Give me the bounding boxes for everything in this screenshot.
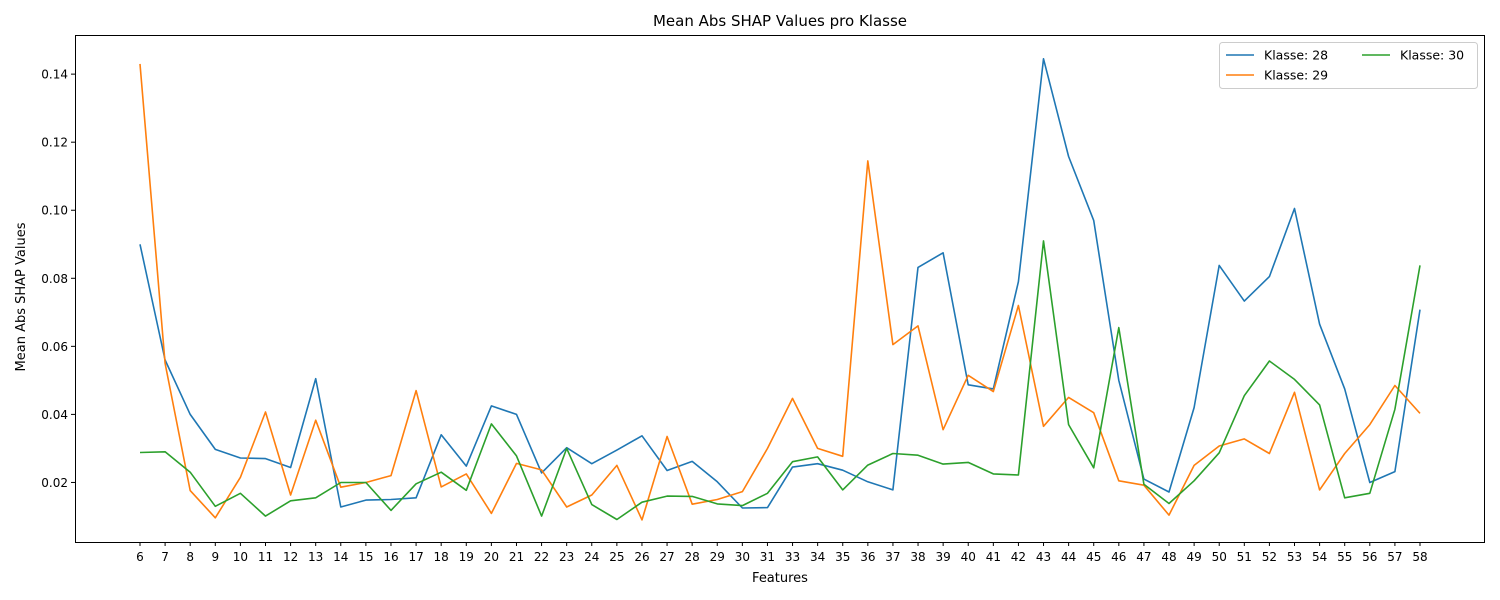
x-tick-label: 19 — [459, 550, 474, 564]
x-tick-label: 34 — [810, 550, 825, 564]
x-tick-label: 8 — [186, 550, 194, 564]
x-tick-label: 23 — [559, 550, 574, 564]
y-axis-label: Mean Abs SHAP Values — [14, 222, 29, 371]
x-tick-label: 15 — [358, 550, 373, 564]
x-tick-label: 33 — [785, 550, 800, 564]
x-tick-label: 37 — [885, 550, 900, 564]
x-tick-label: 50 — [1212, 550, 1227, 564]
x-tick-label: 22 — [534, 550, 549, 564]
x-tick-label: 52 — [1262, 550, 1277, 564]
x-tick-label: 36 — [860, 550, 875, 564]
legend-box — [1219, 42, 1478, 89]
x-tick-label: 16 — [383, 550, 398, 564]
x-tick-label: 40 — [961, 550, 976, 564]
x-tick-label: 14 — [333, 550, 348, 564]
x-tick-label: 53 — [1287, 550, 1302, 564]
x-tick-label: 44 — [1061, 550, 1076, 564]
x-tick-label: 35 — [835, 550, 850, 564]
x-tick-label: 54 — [1312, 550, 1327, 564]
x-tick-label: 30 — [735, 550, 750, 564]
x-tick-label: 45 — [1086, 550, 1101, 564]
y-tick-label: 0.02 — [41, 476, 68, 490]
y-axis-ticks: 0.02 0.04 0.06 0.08 0.10 0.12 0.14 — [41, 68, 75, 490]
y-tick-label: 0.06 — [41, 340, 68, 354]
x-tick-label: 27 — [659, 550, 674, 564]
x-tick-label: 17 — [408, 550, 423, 564]
x-tick-label: 38 — [910, 550, 925, 564]
series-line-3 — [139, 240, 1421, 521]
x-tick-label: 26 — [634, 550, 649, 564]
x-tick-label: 41 — [986, 550, 1001, 564]
x-tick-label: 7 — [161, 550, 169, 564]
x-tick-label: 6 — [136, 550, 144, 564]
series-line-1 — [139, 57, 1421, 509]
x-tick-label: 20 — [484, 550, 499, 564]
legend-label-1: Klasse: 28 — [1264, 48, 1328, 63]
x-tick-label: 21 — [509, 550, 524, 564]
legend: Klasse: 28 Klasse: 29 Klasse: 30 — [1219, 42, 1478, 89]
x-tick-label: 49 — [1186, 550, 1201, 564]
x-tick-label: 12 — [283, 550, 298, 564]
x-axis-label: Features — [752, 571, 808, 586]
y-tick-label: 0.12 — [41, 136, 68, 150]
x-tick-label: 39 — [935, 550, 950, 564]
x-tick-label: 48 — [1161, 550, 1176, 564]
x-tick-label: 18 — [434, 550, 449, 564]
legend-label-3: Klasse: 30 — [1400, 48, 1464, 63]
x-tick-label: 13 — [308, 550, 323, 564]
x-tick-label: 24 — [584, 550, 599, 564]
x-tick-label: 43 — [1036, 550, 1051, 564]
legend-label-2: Klasse: 29 — [1264, 68, 1328, 83]
x-tick-label: 51 — [1237, 550, 1252, 564]
x-tick-label: 58 — [1412, 550, 1427, 564]
x-tick-label: 57 — [1387, 550, 1402, 564]
x-tick-label: 25 — [609, 550, 624, 564]
x-tick-label: 42 — [1011, 550, 1026, 564]
x-tick-label: 29 — [710, 550, 725, 564]
x-tick-label: 11 — [258, 550, 273, 564]
plot-frame — [75, 35, 1485, 543]
x-axis-ticks: 6 7 8 9 10 11 12 13 14 15 16 17 18 19 20 21 22 23 24 25 26 27… — [136, 542, 1428, 564]
x-tick-label: 46 — [1111, 550, 1126, 564]
x-tick-label: 31 — [760, 550, 775, 564]
x-tick-label: 56 — [1362, 550, 1377, 564]
y-tick-label: 0.10 — [41, 204, 68, 218]
x-tick-label: 55 — [1337, 550, 1352, 564]
y-tick-label: 0.04 — [41, 408, 68, 422]
x-tick-label: 28 — [685, 550, 700, 564]
y-tick-label: 0.14 — [41, 68, 68, 82]
x-tick-label: 10 — [233, 550, 248, 564]
x-tick-label: 9 — [211, 550, 219, 564]
chart-title: Mean Abs SHAP Values pro Klasse — [653, 12, 907, 30]
y-tick-label: 0.08 — [41, 272, 68, 286]
series-line-2 — [139, 63, 1421, 521]
x-tick-label: 47 — [1136, 550, 1151, 564]
series-lines — [139, 57, 1421, 521]
